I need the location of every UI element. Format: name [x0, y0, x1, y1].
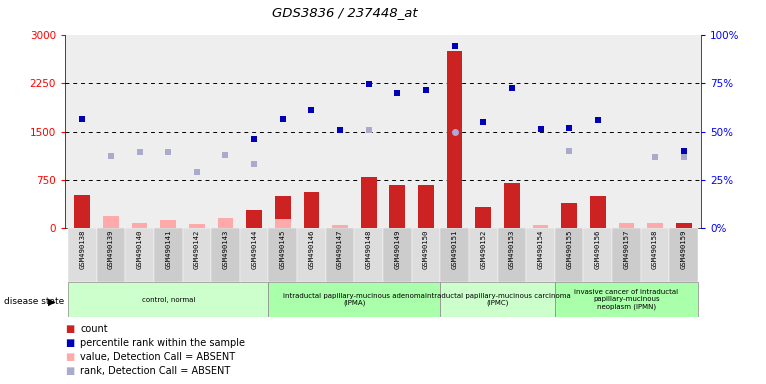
Bar — [218, 225, 234, 228]
Text: GSM490159: GSM490159 — [681, 230, 686, 270]
Bar — [389, 185, 405, 228]
Text: GSM490154: GSM490154 — [538, 230, 544, 270]
Bar — [447, 51, 463, 228]
Bar — [103, 225, 119, 228]
Text: ■: ■ — [65, 324, 74, 334]
Bar — [189, 227, 205, 228]
Text: GSM490155: GSM490155 — [566, 230, 572, 270]
Bar — [561, 203, 577, 228]
Bar — [211, 228, 240, 282]
Text: intraductal papillary-mucinous adenoma
(IPMA): intraductal papillary-mucinous adenoma (… — [283, 293, 425, 306]
Text: GSM490144: GSM490144 — [251, 230, 257, 270]
Bar — [584, 228, 612, 282]
Text: ■: ■ — [65, 338, 74, 348]
Text: GSM490157: GSM490157 — [624, 230, 630, 270]
Bar — [532, 225, 548, 228]
Text: GSM490140: GSM490140 — [136, 230, 142, 270]
Bar — [647, 223, 663, 228]
Text: GSM490147: GSM490147 — [337, 230, 343, 270]
Bar — [619, 223, 634, 228]
Bar — [68, 282, 268, 317]
Text: GSM490143: GSM490143 — [222, 230, 228, 270]
Bar — [411, 228, 440, 282]
Text: GSM490156: GSM490156 — [594, 230, 601, 270]
Bar — [326, 228, 355, 282]
Bar — [526, 228, 555, 282]
Text: GSM490142: GSM490142 — [194, 230, 200, 270]
Bar — [126, 228, 154, 282]
Bar — [555, 228, 584, 282]
Text: count: count — [80, 324, 108, 334]
Text: ▶: ▶ — [47, 296, 55, 306]
Text: intraductal papillary-mucinous carcinoma
(IPMC): intraductal papillary-mucinous carcinoma… — [424, 293, 571, 306]
Text: GSM490139: GSM490139 — [108, 230, 114, 270]
Bar — [332, 225, 348, 228]
Bar — [619, 225, 634, 228]
Bar — [590, 196, 606, 228]
Bar — [103, 215, 119, 228]
Text: GSM490145: GSM490145 — [280, 230, 286, 270]
Bar — [640, 228, 669, 282]
Text: invasive cancer of intraductal
papillary-mucinous
neoplasm (IPMN): invasive cancer of intraductal papillary… — [574, 289, 679, 310]
Text: percentile rank within the sample: percentile rank within the sample — [80, 338, 245, 348]
Text: value, Detection Call = ABSENT: value, Detection Call = ABSENT — [80, 352, 236, 362]
Text: GDS3836 / 237448_at: GDS3836 / 237448_at — [272, 6, 417, 19]
Text: GSM490146: GSM490146 — [309, 230, 314, 270]
Text: GSM490158: GSM490158 — [652, 230, 658, 270]
Bar — [218, 218, 234, 228]
Bar — [297, 228, 326, 282]
Bar — [612, 228, 640, 282]
Text: GSM490151: GSM490151 — [452, 230, 457, 270]
Bar — [246, 210, 262, 228]
Bar — [647, 225, 663, 228]
Bar — [74, 195, 90, 228]
Bar — [361, 177, 377, 228]
Bar — [476, 207, 491, 228]
Bar — [154, 228, 182, 282]
Text: control, normal: control, normal — [142, 296, 195, 303]
Bar — [132, 223, 147, 228]
Bar — [268, 228, 297, 282]
Bar — [68, 228, 97, 282]
Text: GSM490148: GSM490148 — [365, 230, 372, 270]
Bar — [268, 282, 440, 317]
Text: GSM490138: GSM490138 — [80, 230, 85, 270]
Bar — [676, 223, 692, 228]
Bar — [189, 224, 205, 228]
Bar — [504, 183, 520, 228]
Bar — [275, 196, 290, 228]
Bar — [303, 192, 319, 228]
Bar — [182, 228, 211, 282]
Text: GSM490153: GSM490153 — [509, 230, 515, 270]
Text: ■: ■ — [65, 366, 74, 376]
Bar — [418, 185, 434, 228]
Bar — [355, 228, 383, 282]
Bar — [555, 282, 698, 317]
Bar — [160, 225, 176, 228]
Text: ■: ■ — [65, 352, 74, 362]
Bar — [440, 282, 555, 317]
Bar — [275, 219, 290, 228]
Bar — [669, 228, 698, 282]
Bar — [383, 228, 411, 282]
Bar — [440, 228, 469, 282]
Text: disease state: disease state — [4, 297, 64, 306]
Bar — [97, 228, 126, 282]
Bar — [160, 220, 176, 228]
Text: GSM490149: GSM490149 — [394, 230, 401, 270]
Bar — [498, 228, 526, 282]
Text: rank, Detection Call = ABSENT: rank, Detection Call = ABSENT — [80, 366, 231, 376]
Text: GSM490141: GSM490141 — [165, 230, 172, 270]
Bar — [240, 228, 268, 282]
Text: GSM490150: GSM490150 — [423, 230, 429, 270]
Text: GSM490152: GSM490152 — [480, 230, 486, 270]
Bar — [469, 228, 498, 282]
Bar — [132, 225, 147, 228]
